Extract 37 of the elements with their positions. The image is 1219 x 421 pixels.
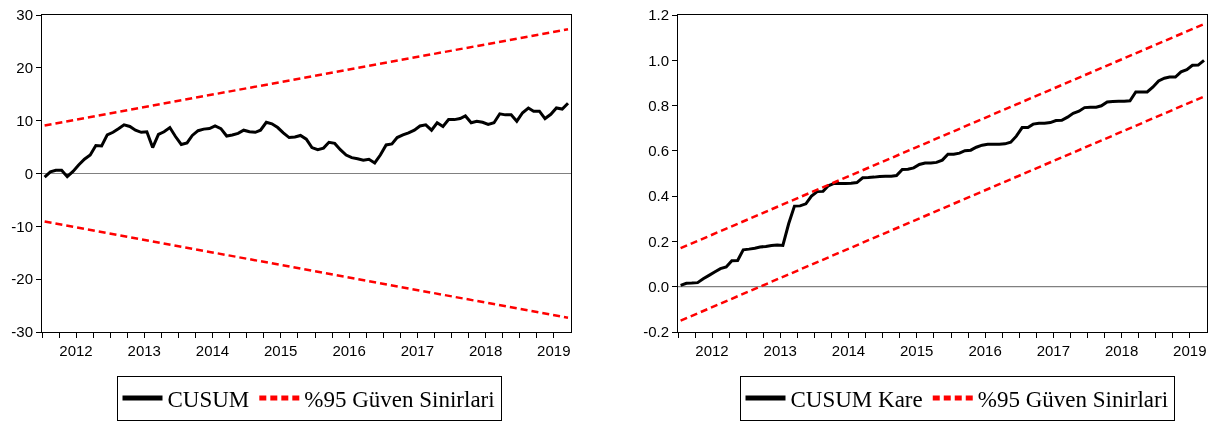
y-tick-label: 1.2 xyxy=(648,6,669,24)
x-tick-label: 2019 xyxy=(537,342,571,359)
y-tick-label: -20 xyxy=(11,270,33,288)
x-tick-label: 2016 xyxy=(968,342,1002,359)
x-tick-label: 2019 xyxy=(1173,342,1207,359)
x-tick-label: 2015 xyxy=(900,342,934,359)
x-tick-label: 2014 xyxy=(195,342,230,359)
x-tick-label: 2015 xyxy=(264,342,298,359)
y-tick-label: 0.0 xyxy=(648,277,669,295)
line-series xyxy=(679,58,1206,287)
legend-label: %95 Güven Sinirlari xyxy=(977,386,1169,412)
x-tick-label: 2012 xyxy=(59,342,93,359)
x-tick-label: 2017 xyxy=(400,342,435,359)
legend-label: %95 Güven Sinirlari xyxy=(304,386,495,412)
x-tick-label: 2018 xyxy=(1104,342,1139,359)
y-tick-label: 0.8 xyxy=(648,96,669,114)
x-tick-label: 2013 xyxy=(763,342,797,359)
y-tick-label: 0.2 xyxy=(648,232,669,250)
y-tick-label: 0.6 xyxy=(648,142,669,160)
y-tick-label: 1.0 xyxy=(648,51,669,69)
y-tick-label: 0 xyxy=(24,164,33,182)
y-tick-label: 30 xyxy=(16,6,33,24)
y-tick-label: 10 xyxy=(16,111,33,129)
y-tick-label: -0.2 xyxy=(643,323,669,341)
line-series xyxy=(43,101,570,179)
x-tick-label: 2016 xyxy=(332,342,366,359)
y-tick-label: -10 xyxy=(11,217,33,235)
y-tick-label: 0.4 xyxy=(648,187,669,205)
legend-label: CUSUM Kare xyxy=(790,386,923,412)
x-tick-label: 2012 xyxy=(695,342,729,359)
y-tick-label: -30 xyxy=(11,323,33,341)
legend-label: CUSUM xyxy=(167,386,250,412)
x-tick-label: 2018 xyxy=(468,342,503,359)
x-tick-label: 2014 xyxy=(831,342,866,359)
x-tick-label: 2013 xyxy=(127,342,161,359)
y-tick-label: 20 xyxy=(16,59,33,77)
x-tick-label: 2017 xyxy=(1036,342,1071,359)
